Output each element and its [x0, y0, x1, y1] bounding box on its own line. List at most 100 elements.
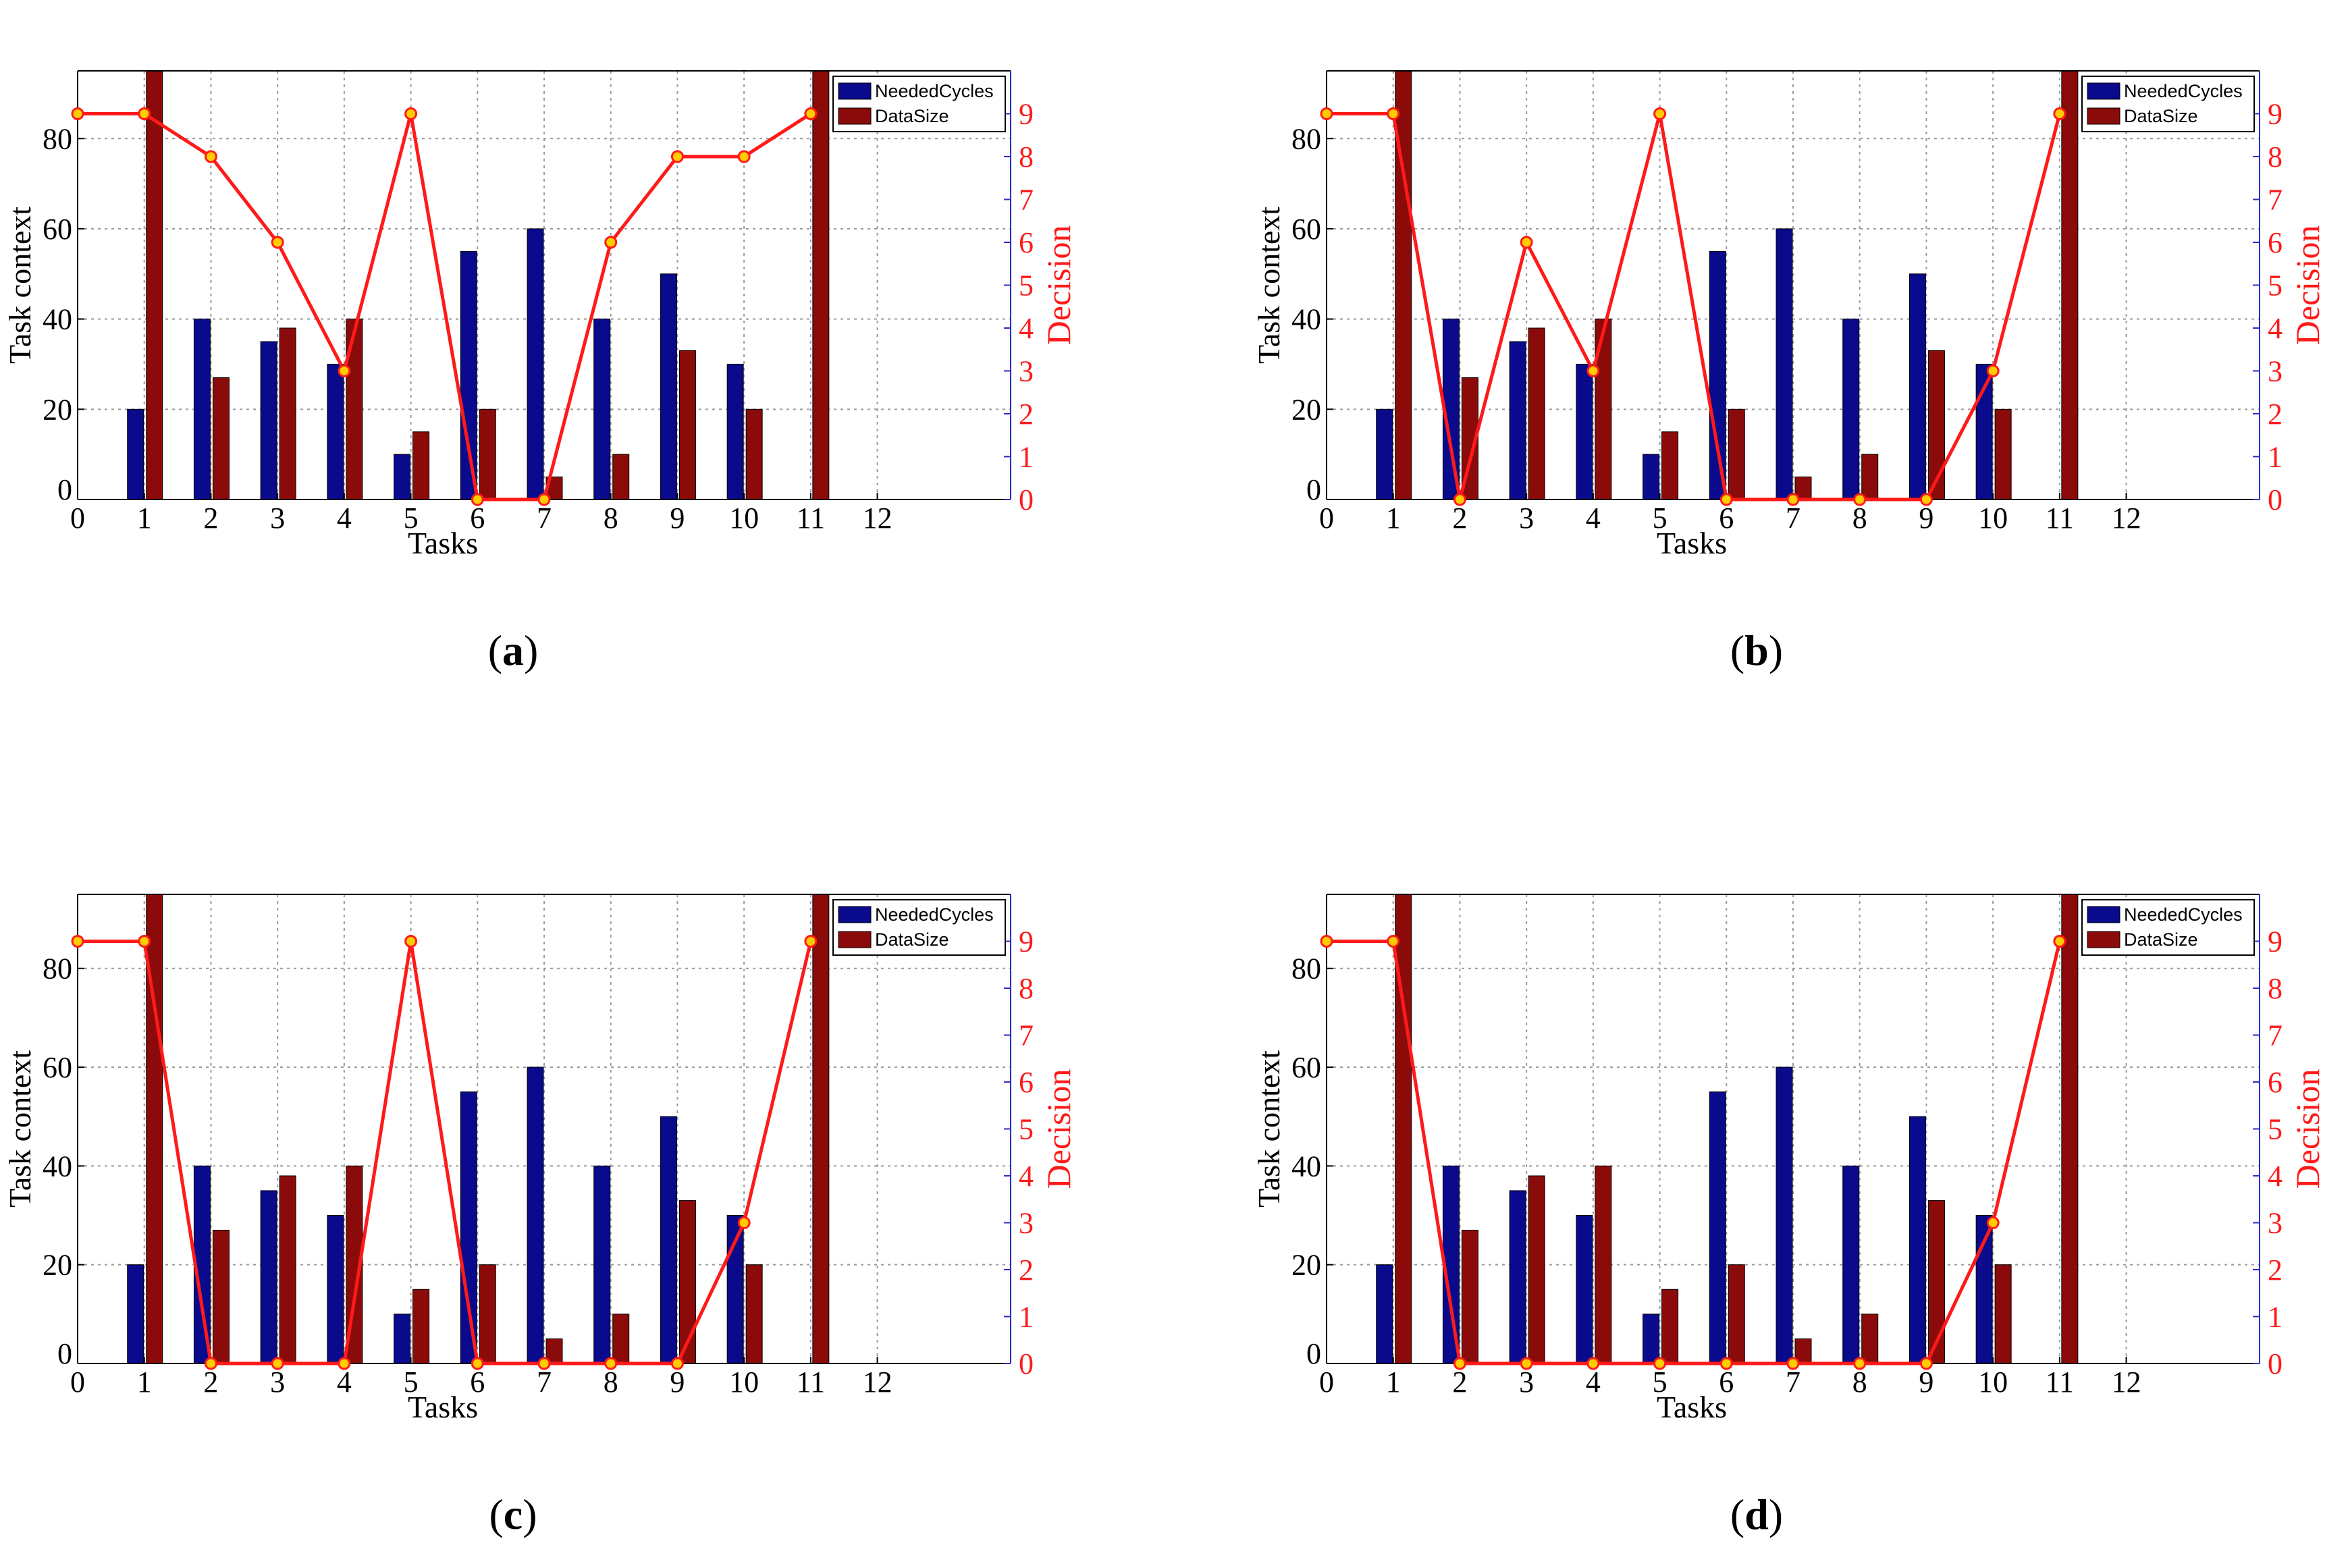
bar-datasize [1994, 1264, 2012, 1364]
legend-label-neededcycles: NeededCycles [875, 81, 994, 101]
x-tick-label: 6 [470, 1366, 485, 1399]
x-tick-label: 9 [670, 1366, 685, 1399]
y2-axis-title: Decision [1040, 1069, 1077, 1189]
decision-line [1327, 112, 2062, 502]
x-tick-label: 0 [70, 502, 85, 535]
legend-swatch-neededcycles [838, 82, 872, 100]
y-tick-label: 20 [1291, 1249, 1321, 1282]
chart-panel-a: 0 1 2 3 4 5 6 7 8 9 10 11 120204060800123456789Tasks… [3, 70, 1077, 674]
decision-marker [1453, 493, 1466, 506]
y2-tick-label: 7 [1019, 184, 1034, 217]
y2-tick-label: 6 [1019, 226, 1034, 259]
bar-neededcycles [327, 1215, 344, 1364]
x-tick-label: 6 [1719, 502, 1734, 535]
bar-neededcycles [394, 454, 411, 500]
decision-marker [1653, 107, 1667, 120]
x-tick-label: 0 [1319, 502, 1334, 535]
y-tick-label: 40 [1291, 1150, 1321, 1183]
decision-marker [204, 1357, 217, 1370]
x-tick-label: 1 [1386, 1366, 1401, 1399]
x-tick-label: 6 [1719, 1366, 1734, 1399]
x-tick-label: 4 [337, 502, 352, 535]
y-axis-title: Task context [1252, 1050, 1286, 1208]
y2-tick-label: 5 [1019, 269, 1034, 302]
bar-neededcycles [127, 408, 144, 500]
bar-datasize [1861, 1314, 1879, 1364]
decision-marker [1387, 935, 1400, 948]
x-tick-label: 3 [270, 1366, 285, 1399]
bar-datasize [1461, 1229, 1478, 1364]
bar-datasize [1528, 1175, 1545, 1364]
x-tick-label: 9 [670, 502, 685, 535]
bar-neededcycles [527, 228, 544, 500]
bar-datasize [1994, 408, 2012, 500]
x-tick-label: 0 [1319, 1366, 1334, 1399]
bar-neededcycles [260, 341, 277, 500]
y2-tick-label: 0 [2268, 1347, 2283, 1380]
y-tick-label: 0 [57, 1337, 72, 1370]
decision-marker [1719, 1357, 1733, 1370]
decision-marker [1853, 1357, 1867, 1370]
x-tick-label: 10 [1978, 1366, 2008, 1399]
decision-marker [537, 1357, 551, 1370]
x-tick-label: 10 [729, 502, 759, 535]
legend-swatch-datasize [2087, 107, 2120, 125]
y2-tick-label: 2 [1019, 398, 1034, 431]
y2-tick-label: 7 [2268, 184, 2283, 217]
x-axis-title: Tasks [408, 526, 478, 560]
x-tick-label: 0 [70, 1366, 85, 1399]
y2-tick-label: 9 [2268, 925, 2283, 958]
x-tick-label: 12 [863, 502, 892, 535]
legend: NeededCycles DataSize [2081, 899, 2255, 956]
x-tick-label: 11 [2046, 1366, 2074, 1399]
decision-marker [271, 1357, 284, 1370]
bar-datasize [146, 70, 163, 500]
y2-tick-label: 9 [1019, 925, 1034, 958]
decision-marker [2053, 107, 2066, 120]
y2-tick-label: 5 [2268, 1113, 2283, 1146]
decision-marker [404, 107, 418, 120]
bar-neededcycles [1842, 1165, 1860, 1364]
decision-marker [1320, 107, 1333, 120]
y-tick-label: 40 [43, 1150, 72, 1183]
y2-tick-label: 1 [2268, 441, 2283, 474]
bar-neededcycles [1376, 1264, 1393, 1364]
y-tick-label: 40 [1291, 303, 1321, 336]
decision-marker [471, 493, 484, 506]
y2-tick-label: 3 [2268, 1207, 2283, 1240]
decision-marker [71, 935, 84, 948]
legend-swatch-neededcycles [838, 906, 872, 923]
bar-neededcycles [260, 1190, 277, 1364]
y2-axis-title: Decision [1040, 225, 1077, 346]
bar-datasize [812, 894, 830, 1364]
bar-neededcycles [1576, 1215, 1593, 1364]
bar-datasize [212, 1229, 230, 1364]
x-tick-label: 7 [1786, 502, 1800, 535]
bar-datasize [279, 327, 296, 500]
bar-datasize [1661, 1289, 1679, 1364]
decision-line [78, 940, 813, 1366]
decision-marker [1520, 236, 1533, 249]
y-tick-label: 20 [43, 1249, 72, 1282]
legend-swatch-datasize [838, 107, 872, 125]
y2-tick-label: 6 [2268, 226, 2283, 259]
bar-datasize [1728, 1264, 1745, 1364]
caption-open-paren: ( [488, 626, 502, 674]
caption-letter: d [1744, 1490, 1769, 1538]
legend-swatch-datasize [838, 931, 872, 948]
decision-marker [670, 150, 684, 163]
y-tick-label: 0 [57, 473, 72, 506]
y-tick-label: 60 [1291, 1051, 1321, 1084]
decision-marker [670, 1357, 684, 1370]
y2-tick-label: 8 [1019, 972, 1034, 1005]
bar-datasize [678, 1200, 696, 1364]
decision-marker [2053, 935, 2066, 948]
legend-label-neededcycles: NeededCycles [875, 904, 994, 925]
decision-marker [1986, 364, 2000, 377]
y2-tick-label: 0 [2268, 483, 2283, 516]
panel-caption: (c) [489, 1490, 537, 1538]
bar-datasize [1528, 327, 1545, 500]
y2-tick-label: 4 [1019, 312, 1034, 345]
decision-marker [138, 107, 151, 120]
x-axis-title: Tasks [1657, 526, 1727, 560]
